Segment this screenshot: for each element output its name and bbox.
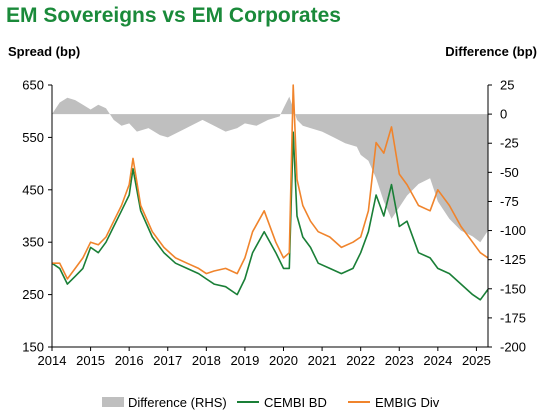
y-right-tick-label: -200 [500, 340, 526, 355]
x-tick-label: 2023 [385, 353, 414, 368]
x-tick-label: 2022 [346, 353, 375, 368]
y-right-tick-label: -75 [500, 194, 519, 209]
y-axis-right-label: Difference (bp) [445, 44, 537, 59]
lines-layer [51, 84, 489, 301]
series-embig-div-line [52, 84, 489, 280]
x-tick-label: 2014 [38, 353, 67, 368]
area-layer [52, 96, 488, 243]
x-tick-label: 2020 [269, 353, 298, 368]
x-tick-label: 2021 [308, 353, 337, 368]
y-right-tick-label: -100 [500, 223, 526, 238]
y-right-tick-label: -25 [500, 136, 519, 151]
x-tick-label: 2018 [192, 353, 221, 368]
y-right-tick-label: 0 [500, 107, 507, 122]
y-right-tick-label: -125 [500, 252, 526, 267]
y-right-tick-label: -175 [500, 310, 526, 325]
y-left-tick-label: 350 [22, 235, 44, 250]
y-left-tick-label: 150 [22, 340, 44, 355]
y-right-tick-label: -150 [500, 281, 526, 296]
x-tick-label: 2017 [153, 353, 182, 368]
chart-title: EM Sovereigns vs EM Corporates [6, 4, 341, 27]
series-cembi-bd-line [51, 131, 489, 301]
x-tick-label: 2016 [115, 353, 144, 368]
legend: Difference (RHS) CEMBI BD EMBIG Div [102, 395, 440, 410]
y-left-tick-label: 250 [22, 287, 44, 302]
x-tick-label: 2015 [76, 353, 105, 368]
y-axis-left-label: Spread (bp) [8, 44, 81, 59]
x-tick-label: 2019 [230, 353, 259, 368]
legend-swatch-difference [102, 397, 124, 407]
legend-label: CEMBI BD [264, 395, 327, 410]
legend-label: EMBIG Div [375, 395, 440, 410]
x-tick-label: 2024 [423, 353, 452, 368]
y-right-tick-label: 25 [500, 78, 514, 93]
legend-label: Difference (RHS) [128, 395, 227, 410]
y-left-tick-label: 450 [22, 182, 44, 197]
y-left-tick-label: 650 [22, 78, 44, 93]
y-right-tick-label: -50 [500, 165, 519, 180]
y-left-tick-label: 550 [22, 130, 44, 145]
x-tick-label: 2025 [462, 353, 491, 368]
series-difference-area [52, 96, 488, 243]
